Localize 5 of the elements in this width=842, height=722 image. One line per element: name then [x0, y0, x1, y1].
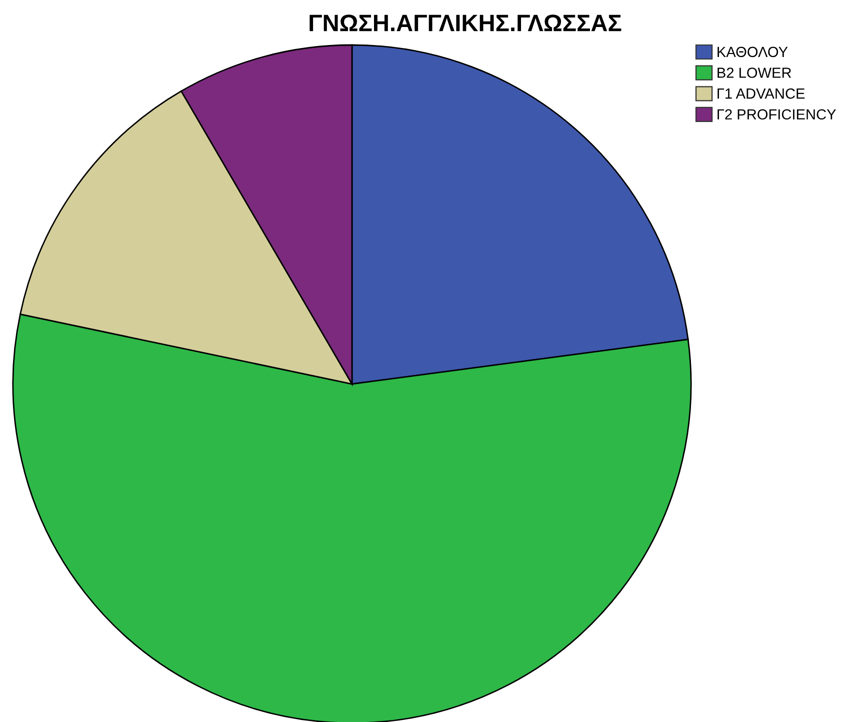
legend-label: ΚΑΘΟΛΟΥ	[718, 46, 788, 58]
legend-label: Γ1 ADVANCE	[718, 88, 805, 99]
legend-label: B2 LOWER	[718, 68, 792, 78]
legend-label: Γ2 PROFICIENCY	[718, 109, 836, 120]
chart-title: ΓΝΩΣΗ.ΑΓΓΛΙΚΗΣ.ΓΛΩΣΣΑΣ	[310, 14, 622, 32]
